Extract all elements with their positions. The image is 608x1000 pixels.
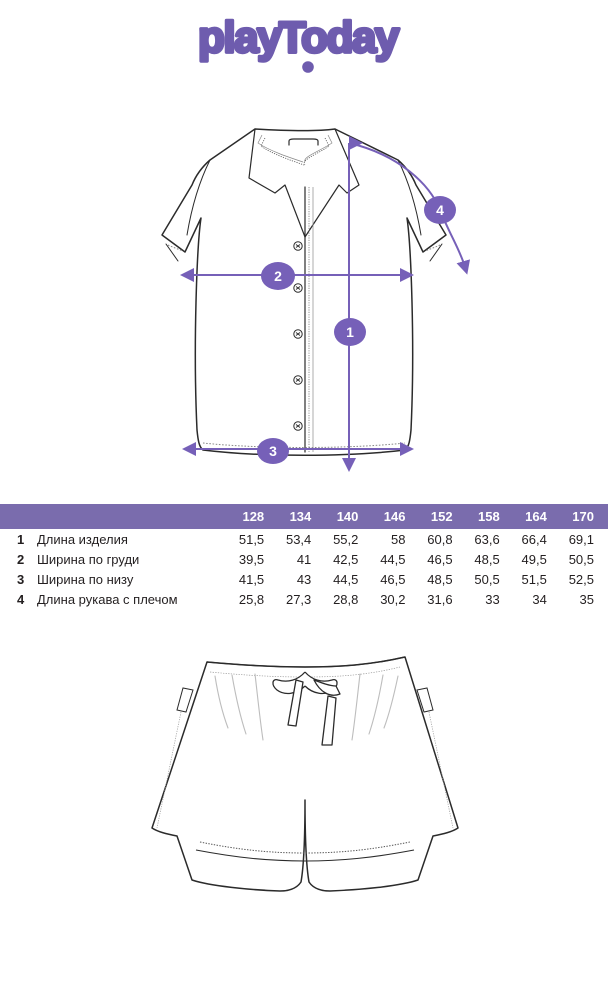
svg-text:playToday: playToday xyxy=(198,13,400,62)
svg-text:2: 2 xyxy=(274,268,282,284)
svg-text:1: 1 xyxy=(346,324,354,340)
svg-text:3: 3 xyxy=(269,443,277,459)
svg-text:4: 4 xyxy=(436,202,444,218)
